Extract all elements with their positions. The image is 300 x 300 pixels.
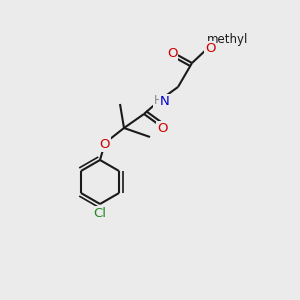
Text: H: H [154, 94, 162, 107]
Text: methyl: methyl [207, 33, 249, 46]
Text: O: O [205, 42, 215, 55]
Text: N: N [160, 95, 170, 108]
Text: Cl: Cl [94, 207, 106, 220]
Text: O: O [167, 47, 177, 60]
Text: O: O [100, 138, 110, 151]
Text: O: O [157, 122, 167, 135]
